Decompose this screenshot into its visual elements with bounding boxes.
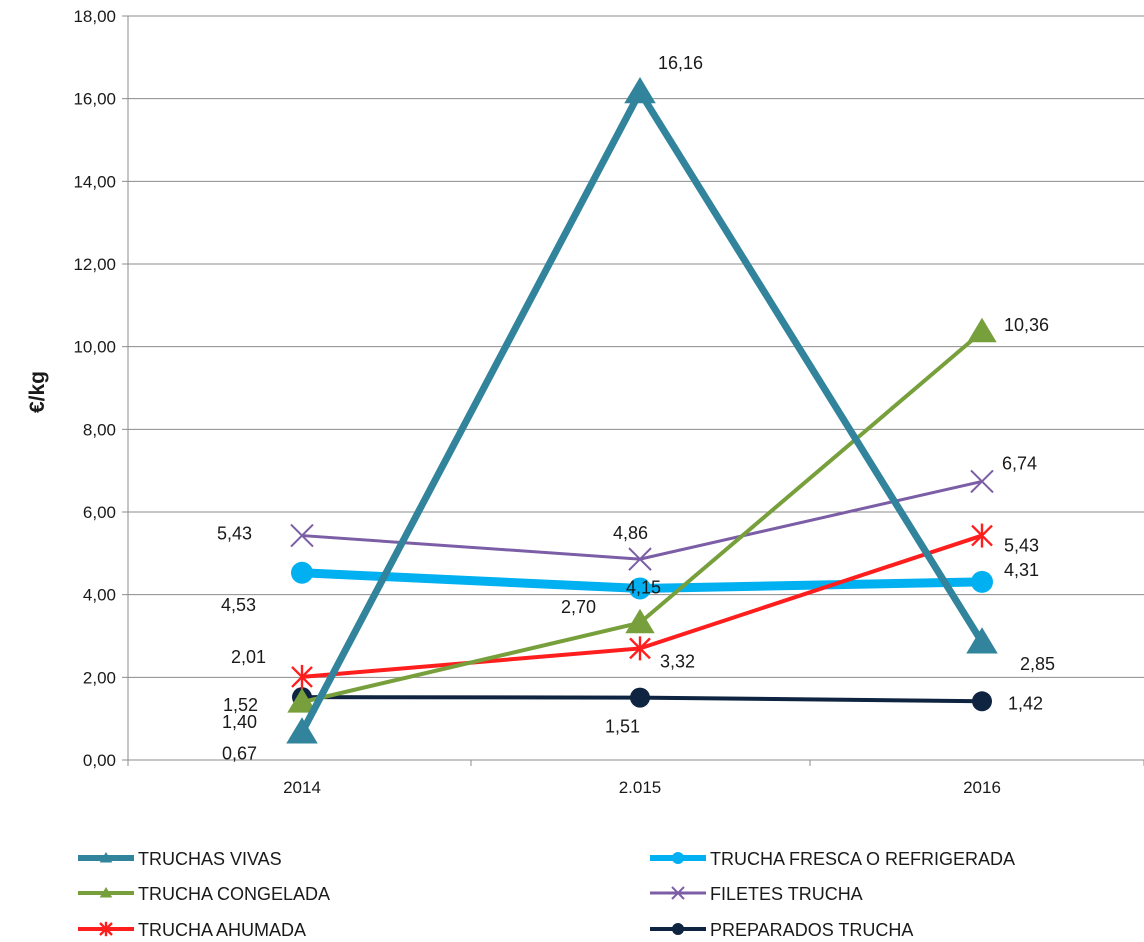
y-tick-label: 16,00 <box>73 90 116 109</box>
x-tick-labels: 2014 2.015 2016 <box>283 778 1001 797</box>
data-point <box>290 523 314 548</box>
series-lines <box>286 77 998 744</box>
legend-item-preparados-trucha: PREPARADOS TRUCHA <box>650 920 913 940</box>
y-tick-label: 6,00 <box>83 503 116 522</box>
data-label: 1,42 <box>1008 693 1043 713</box>
y-tick-label: 14,00 <box>73 172 116 191</box>
data-point <box>286 717 318 744</box>
y-tick-label: 2,00 <box>83 668 116 687</box>
series-line <box>298 88 985 734</box>
data-point <box>624 77 656 104</box>
y-axis-label: €/kg <box>26 371 49 413</box>
legend-label: PREPARADOS TRUCHA <box>710 920 913 940</box>
data-point <box>291 561 313 584</box>
legend-item-trucha-congelada: TRUCHA CONGELADA <box>78 884 330 904</box>
data-label: 1,51 <box>605 717 640 737</box>
data-point <box>99 852 113 863</box>
data-label: 10,36 <box>1004 315 1049 335</box>
data-point <box>672 923 684 935</box>
data-point <box>671 886 685 900</box>
legend-label: TRUCHA AHUMADA <box>138 920 306 940</box>
data-point <box>99 887 113 898</box>
data-point <box>629 577 651 600</box>
data-point <box>970 469 994 494</box>
data-label: 5,43 <box>217 524 252 544</box>
series-filetes-trucha <box>290 469 994 571</box>
series-truchas-vivas <box>286 77 998 744</box>
legend: TRUCHAS VIVAS TRUCHA FRESCA O REFRIGERADA… <box>78 849 1015 940</box>
data-label: 4,31 <box>1004 560 1039 580</box>
data-point <box>971 523 993 548</box>
data-label: 6,74 <box>1002 453 1037 473</box>
data-point <box>287 688 317 713</box>
data-point <box>629 636 651 661</box>
y-tick-label: 0,00 <box>83 751 116 770</box>
y-tick-label: 18,00 <box>73 7 116 26</box>
x-tick-label: 2014 <box>283 778 321 797</box>
data-label: 16,16 <box>658 53 703 73</box>
x-tick-label: 2.015 <box>619 778 662 797</box>
data-label: 1,52 <box>223 695 258 715</box>
y-tick-label: 12,00 <box>73 255 116 274</box>
data-label: 2,70 <box>561 597 596 617</box>
series-preparados-trucha <box>292 687 992 712</box>
data-point <box>972 691 992 712</box>
legend-item-filetes-trucha: FILETES TRUCHA <box>650 884 863 904</box>
legend-label: TRUCHA FRESCA O REFRIGERADA <box>710 849 1015 869</box>
data-point <box>291 664 313 689</box>
legend-item-trucha-fresca-o-refrigerada: TRUCHA FRESCA O REFRIGERADA <box>650 849 1015 869</box>
gridlines <box>128 15 1144 678</box>
legend-item-trucha-ahumada: TRUCHA AHUMADA <box>78 920 306 940</box>
data-label: 4,53 <box>221 595 256 615</box>
data-label: 2,85 <box>1020 654 1055 674</box>
series-trucha-fresca-o-refrigerada <box>291 561 993 600</box>
data-label: 0,67 <box>222 743 257 763</box>
data-label: 4,86 <box>613 523 648 543</box>
data-label: 1,40 <box>222 712 257 732</box>
data-point <box>966 627 998 654</box>
data-point <box>971 570 993 593</box>
series-trucha-ahumada <box>291 523 993 689</box>
legend-label: FILETES TRUCHA <box>710 884 863 904</box>
y-tick-label: 10,00 <box>73 338 116 357</box>
data-label: 2,01 <box>231 647 266 667</box>
series-trucha-congelada <box>287 317 997 713</box>
y-tick-labels: 0,00 2,00 4,00 6,00 8,00 10,00 12,00 14,00 16,00… <box>73 7 116 770</box>
x-tick-label: 2016 <box>963 778 1001 797</box>
legend-label: TRUCHAS VIVAS <box>138 849 282 869</box>
data-point <box>99 921 113 937</box>
data-label: 3,32 <box>660 651 695 671</box>
data-point <box>630 687 650 708</box>
data-labels: 0,67 16,16 2,85 4,53 4,15 4,31 1,40 2,70 10,36 5,… <box>217 53 1055 763</box>
data-label: 4,15 <box>626 577 661 597</box>
data-point <box>628 547 652 571</box>
y-tick-label: 4,00 <box>83 586 116 605</box>
series-line <box>301 479 983 561</box>
data-point <box>625 608 655 634</box>
axes <box>122 15 1144 766</box>
legend-label: TRUCHA CONGELADA <box>138 884 330 904</box>
data-point <box>967 317 997 343</box>
data-label: 5,43 <box>1004 536 1039 556</box>
y-tick-label: 8,00 <box>83 420 116 439</box>
data-point <box>672 852 684 864</box>
legend-item-truchas-vivas: TRUCHAS VIVAS <box>78 849 282 869</box>
